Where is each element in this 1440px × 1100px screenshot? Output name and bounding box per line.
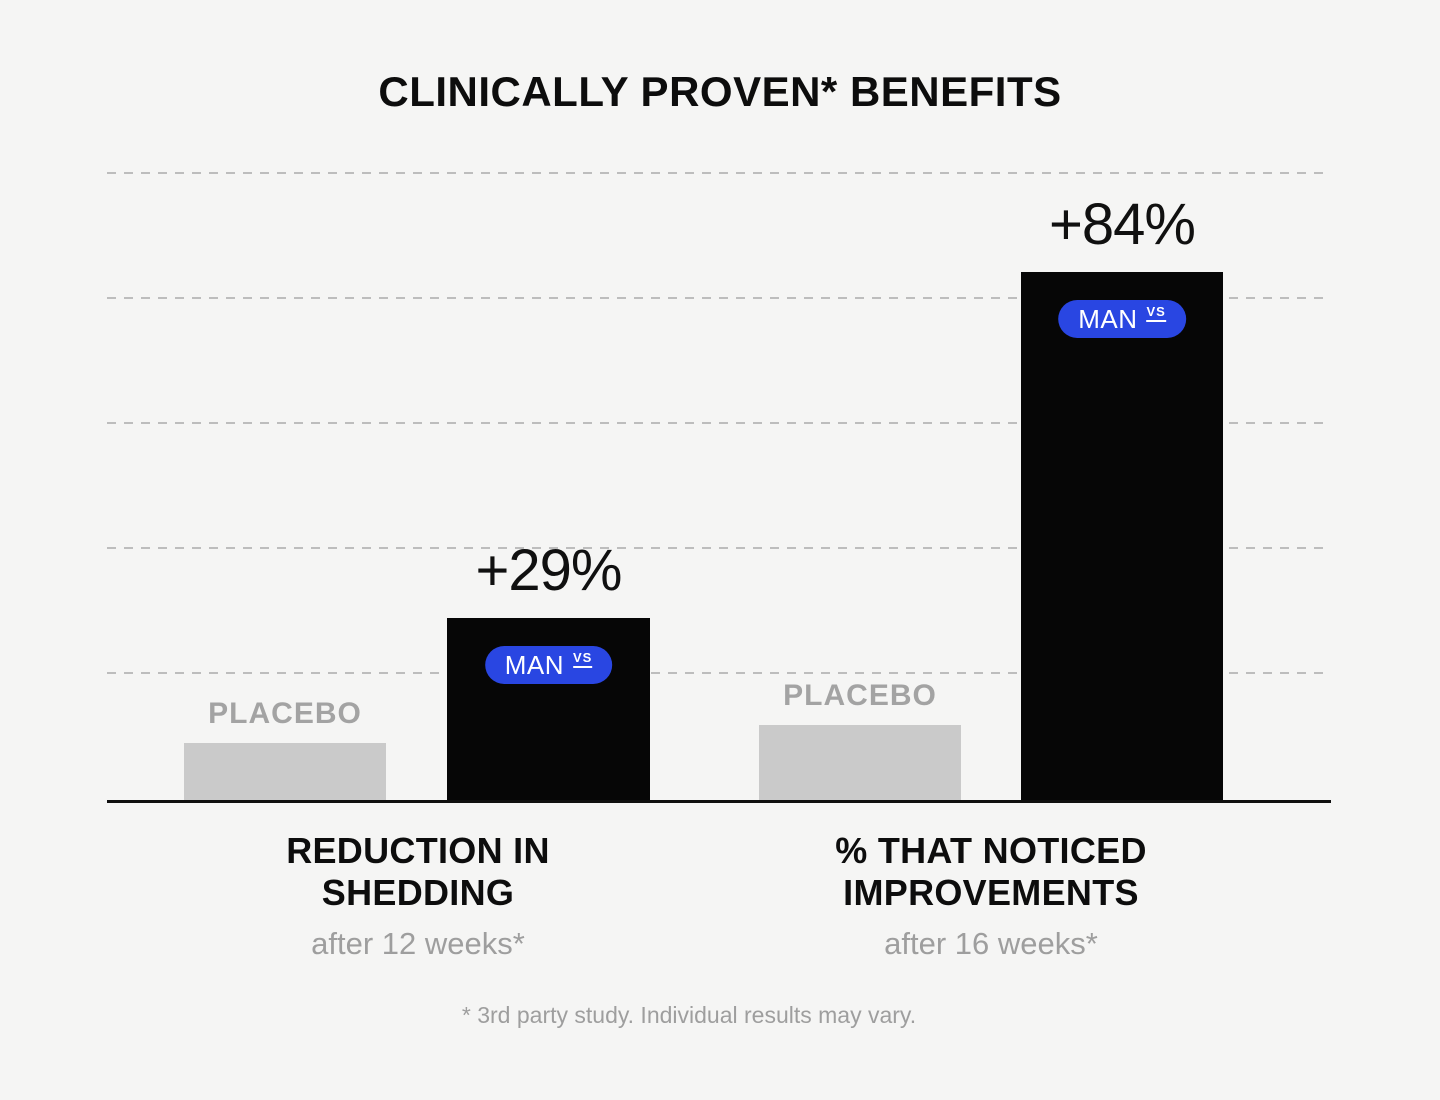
group1-axis-label: REDUCTION IN SHEDDING after 12 weeks*	[118, 830, 718, 962]
percent-value-label: +29%	[475, 538, 623, 603]
footnote: * 3rd party study. Individual results ma…	[461, 1002, 917, 1028]
group2-subtitle: after 16 weeks*	[884, 926, 1098, 961]
placebo-bar-label: PLACEBO	[783, 679, 937, 712]
gridline	[107, 547, 1331, 549]
badge-vs-superscript: VS	[572, 650, 593, 668]
bar-group2-placebo: PLACEBO	[759, 679, 961, 800]
gridline	[107, 297, 1331, 299]
badge-brand-text: MAN	[504, 649, 564, 680]
group1-category-label: REDUCTION IN SHEDDING	[286, 830, 550, 913]
placebo-bar-label: PLACEBO	[208, 697, 362, 730]
badge-vs-superscript: VS	[1146, 304, 1166, 322]
group1-subtitle: after 12 weeks*	[311, 926, 525, 961]
man-vs-badge: MAN VS	[484, 646, 613, 684]
gridline	[107, 422, 1331, 424]
group2-category-label: % THAT NOTICED IMPROVEMENTS	[835, 830, 1147, 913]
man-vs-badge: MAN VS	[1058, 300, 1186, 338]
percent-value-label: +84%	[1049, 192, 1196, 257]
bar-group1-placebo: PLACEBO	[184, 697, 386, 800]
gridline	[107, 672, 1331, 674]
badge-brand-text: MAN	[1078, 303, 1138, 334]
group2-axis-label: % THAT NOTICED IMPROVEMENTS after 16 wee…	[691, 830, 1291, 962]
bar-group2-man: +84% MAN VS	[1021, 192, 1223, 800]
gridline	[107, 172, 1331, 174]
bar-group1-man: +29% MAN VS	[447, 538, 650, 800]
chart-title: CLINICALLY PROVEN* BENEFITS	[378, 68, 1062, 115]
chart-plot-area: PLACEBO +29% MAN VS PLACEBO +84% MAN VS	[107, 172, 1331, 803]
